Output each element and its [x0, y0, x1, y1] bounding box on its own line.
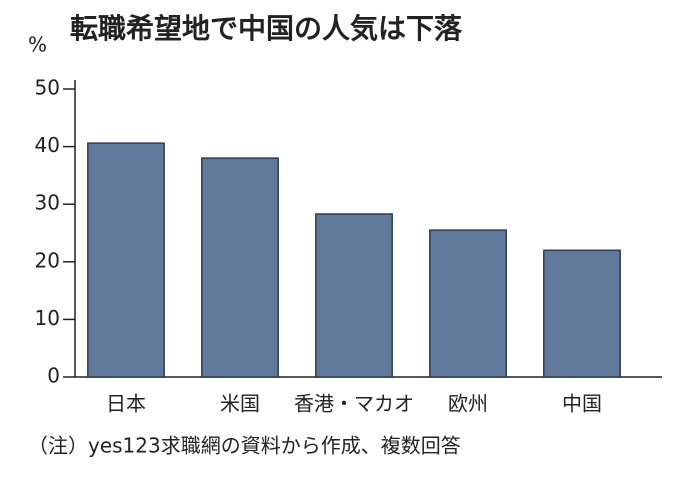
y-tick-label: 10	[35, 306, 60, 330]
chart-title: 転職希望地で中国の人気は下落	[70, 12, 463, 45]
y-tick-label: 50	[35, 76, 60, 100]
bar	[543, 249, 621, 378]
x-tick-label: 米国	[220, 392, 260, 416]
x-tick-label: 欧州	[448, 392, 488, 416]
y-tick-label: 0	[47, 364, 60, 388]
bar	[201, 157, 279, 378]
note: （注）yes123求職網の資料から作成、複数回答	[28, 434, 461, 458]
x-tick-label: 日本	[106, 392, 146, 416]
y-tick-label: 40	[35, 133, 60, 157]
x-tick-label: 香港・マカオ	[294, 392, 414, 416]
bar	[429, 229, 507, 378]
x-tick-label: 中国	[562, 392, 602, 416]
y-axis-label: %	[28, 33, 47, 57]
y-tick-label: 30	[35, 191, 60, 215]
bar	[315, 213, 393, 378]
y-tick-label: 20	[35, 248, 60, 272]
bar	[87, 142, 165, 378]
